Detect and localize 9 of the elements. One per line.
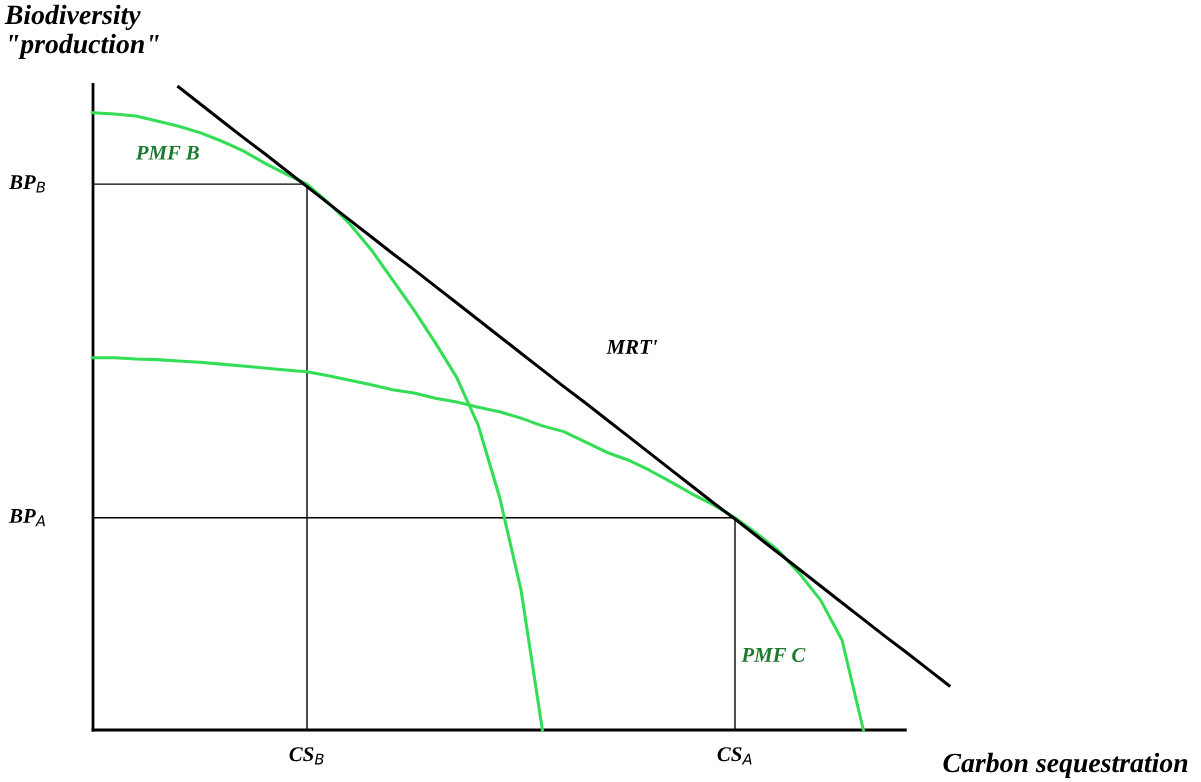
series-label: PMF B <box>135 145 199 160</box>
x-tick-label: CS$_{A}$ <box>717 747 752 765</box>
text: MRT' <box>606 340 658 354</box>
y-axis-title: Biodiversity "production" <box>4 4 159 60</box>
series-label: PMF C <box>741 647 806 662</box>
x-tick-label: CS$_{B}$ <box>289 747 324 765</box>
text: BP$_{A}$ <box>8 509 45 527</box>
x-axis-title: Carbon sequestration <box>943 752 1188 778</box>
text: BP$_{B}$ <box>8 175 46 193</box>
